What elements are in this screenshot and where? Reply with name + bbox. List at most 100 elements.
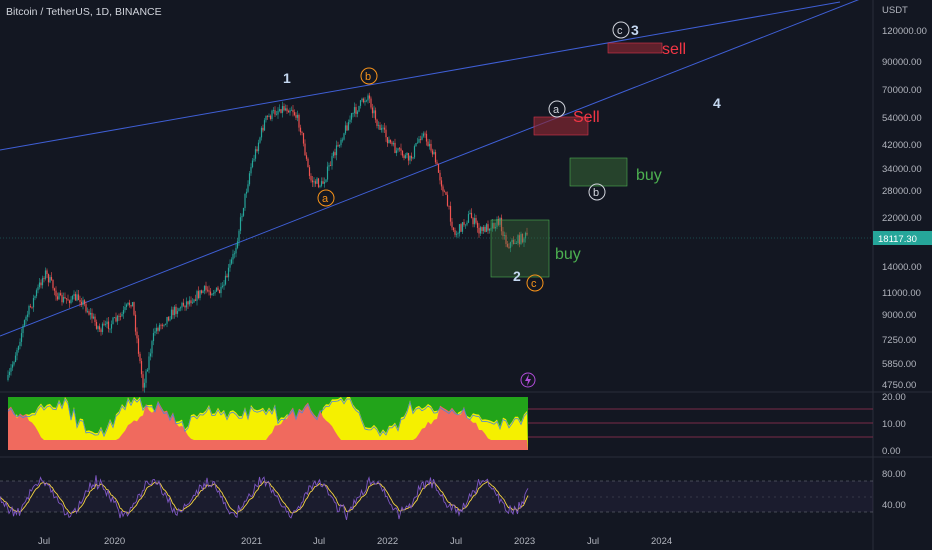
candle-body: [94, 316, 96, 322]
candle-body: [256, 149, 258, 152]
candle-body: [457, 233, 459, 235]
candle-body: [524, 232, 527, 239]
candle-body: [47, 274, 50, 283]
candle-body: [514, 243, 516, 245]
candle-body: [175, 306, 177, 314]
candle-body: [314, 181, 317, 184]
candle-body: [455, 233, 458, 235]
candle-body: [200, 290, 203, 293]
candle-body: [371, 107, 374, 114]
candle-body: [122, 310, 125, 314]
candle-body: [214, 291, 216, 294]
candle-body: [88, 311, 90, 315]
candle-body: [190, 300, 192, 303]
candle-body: [397, 148, 399, 151]
wave-circle-white-a[interactable]: a: [548, 100, 566, 118]
candle-body: [103, 323, 105, 325]
candle-body: [422, 133, 425, 137]
wave-label-3[interactable]: 3: [631, 22, 639, 38]
lightning-icon[interactable]: [520, 372, 536, 388]
upper-trendline[interactable]: [0, 1, 841, 151]
sell-zone-lower[interactable]: [533, 116, 589, 136]
candle-body: [275, 114, 278, 116]
candle-body: [97, 326, 99, 329]
candle-body: [523, 238, 525, 243]
candle-body: [461, 222, 464, 232]
candle-body: [428, 143, 431, 147]
candle-body: [217, 287, 219, 291]
candle-body: [451, 221, 453, 228]
candle-body: [185, 301, 188, 308]
candle-body: [166, 316, 168, 324]
wave-label-4[interactable]: 4: [713, 95, 721, 111]
candle-body: [437, 163, 440, 173]
candle-body: [28, 305, 30, 315]
candle-body: [361, 98, 363, 101]
candle-body: [268, 115, 270, 117]
candle-body: [325, 179, 327, 183]
buy-zone-lower-label: buy: [555, 246, 581, 263]
price-tick: 7250.00: [882, 335, 916, 346]
candle-body: [142, 374, 144, 388]
candle-body: [179, 307, 182, 309]
wave-label-2[interactable]: 2: [513, 268, 521, 284]
candle-body: [184, 305, 186, 308]
time-axis[interactable]: Jul 2020 2021 Jul 2022 Jul 2023 Jul 2024: [38, 536, 672, 547]
candle-body: [367, 95, 369, 101]
candle-body: [464, 224, 467, 226]
indicator1-tick: 0.00: [882, 446, 901, 457]
candle-body: [496, 219, 498, 227]
candle-body: [403, 155, 405, 159]
candle-body: [262, 127, 264, 131]
wave-circle-orange-b[interactable]: b: [360, 67, 378, 85]
candle-body: [328, 165, 330, 167]
buy-zone-upper[interactable]: [569, 157, 628, 187]
candle-body: [178, 308, 180, 312]
candle-body: [82, 300, 84, 305]
candle-body: [478, 227, 480, 234]
candle-body: [118, 315, 120, 317]
candle-body: [31, 306, 33, 308]
candle-body: [155, 327, 158, 332]
indicator-pane-1[interactable]: 20.00 10.00 0.00: [7, 392, 906, 457]
candle-body: [152, 333, 155, 342]
rsi-signal-line: [0, 480, 529, 515]
indicator1-red-area: [8, 400, 528, 450]
wave-circle-white-b[interactable]: b: [588, 183, 606, 201]
candle-body: [121, 313, 123, 317]
wave-circle-orange-c[interactable]: c: [526, 274, 544, 292]
candle-body: [194, 299, 197, 301]
candle-body: [34, 296, 36, 299]
candle-body: [343, 133, 345, 140]
wave-circle-white-c[interactable]: c: [612, 21, 630, 39]
candle-body: [319, 185, 321, 187]
candle-body: [22, 325, 24, 334]
candle-body: [208, 290, 210, 292]
lower-trendline[interactable]: [0, 0, 873, 337]
buy-zone-lower[interactable]: [490, 219, 550, 278]
indicator-pane-2[interactable]: 80.00 40.00: [0, 469, 906, 521]
candle-body: [430, 143, 432, 151]
candle-body: [109, 328, 111, 330]
wave-label-1[interactable]: 1: [283, 70, 291, 86]
candle-body: [440, 180, 443, 187]
price-tick: 120000.00: [882, 26, 927, 37]
wave-circle-orange-a[interactable]: a: [317, 189, 335, 207]
svg-text:b: b: [365, 71, 371, 83]
candle-body: [419, 139, 422, 140]
price-tick: 14000.00: [882, 262, 922, 273]
price-axis[interactable]: USDT 120000.00 90000.00 70000.00 54000.0…: [873, 5, 932, 391]
candle-body: [341, 139, 344, 141]
candle-body: [65, 298, 68, 300]
candle-body: [458, 224, 461, 234]
candle-body: [181, 302, 183, 308]
sell-zone-upper[interactable]: [607, 42, 663, 54]
candle-body: [55, 290, 57, 297]
candle-body: [124, 307, 126, 311]
indicator2-tick: 80.00: [882, 469, 906, 480]
candle-body: [505, 235, 507, 244]
candle-body: [41, 278, 44, 286]
candle-body: [235, 247, 237, 254]
candle-body: [86, 311, 89, 313]
